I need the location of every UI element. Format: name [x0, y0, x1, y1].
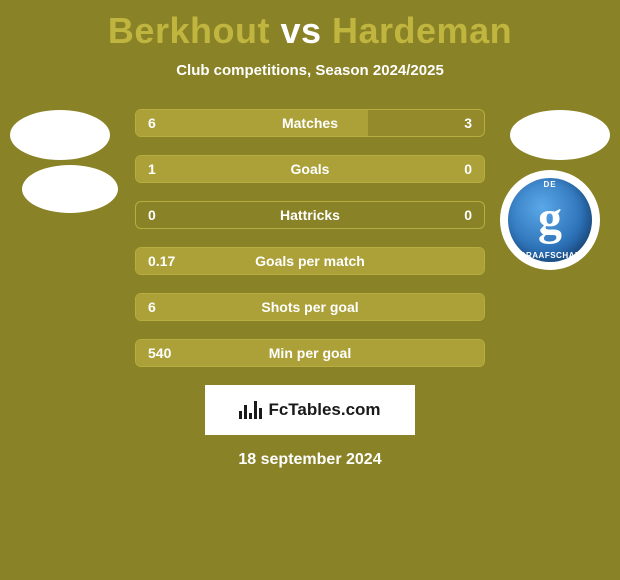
vs-text: vs: [280, 10, 321, 51]
stats-list: 6 3 Matches 1 0 Goals 0 0 Hattricks 0.17 Goals per…: [0, 109, 620, 367]
stat-label: Matches: [282, 115, 338, 131]
brand-box: FcTables.com: [205, 385, 415, 435]
stat-row: 1 0 Goals: [135, 155, 485, 183]
subtitle: Club competitions, Season 2024/2025: [176, 62, 444, 79]
stat-label: Goals per match: [255, 253, 365, 269]
stat-value-left: 540: [148, 345, 171, 361]
stat-label: Hattricks: [280, 207, 340, 223]
bar-chart-icon: [239, 401, 262, 419]
stat-label: Shots per goal: [261, 299, 358, 315]
stat-value-right: 0: [464, 161, 472, 177]
stat-row: 6 3 Matches: [135, 109, 485, 137]
stat-value-right: 0: [464, 207, 472, 223]
stat-value-left: 0: [148, 207, 156, 223]
stat-row: 540 Min per goal: [135, 339, 485, 367]
player1-name: Berkhout: [108, 10, 270, 51]
stat-value-left: 6: [148, 299, 156, 315]
stat-row: 0.17 Goals per match: [135, 247, 485, 275]
player2-name: Hardeman: [332, 10, 512, 51]
comparison-card: Berkhout vs Hardeman Club competitions, …: [0, 0, 620, 580]
stat-label: Goals: [291, 161, 330, 177]
stat-value-left: 0.17: [148, 253, 175, 269]
stat-value-left: 1: [148, 161, 156, 177]
stat-row: 6 Shots per goal: [135, 293, 485, 321]
stat-row: 0 0 Hattricks: [135, 201, 485, 229]
page-title: Berkhout vs Hardeman: [108, 10, 512, 52]
brand-text: FcTables.com: [268, 400, 380, 420]
date-line: 18 september 2024: [238, 451, 381, 469]
stat-label: Min per goal: [269, 345, 351, 361]
stat-value-right: 3: [464, 115, 472, 131]
stat-value-left: 6: [148, 115, 156, 131]
